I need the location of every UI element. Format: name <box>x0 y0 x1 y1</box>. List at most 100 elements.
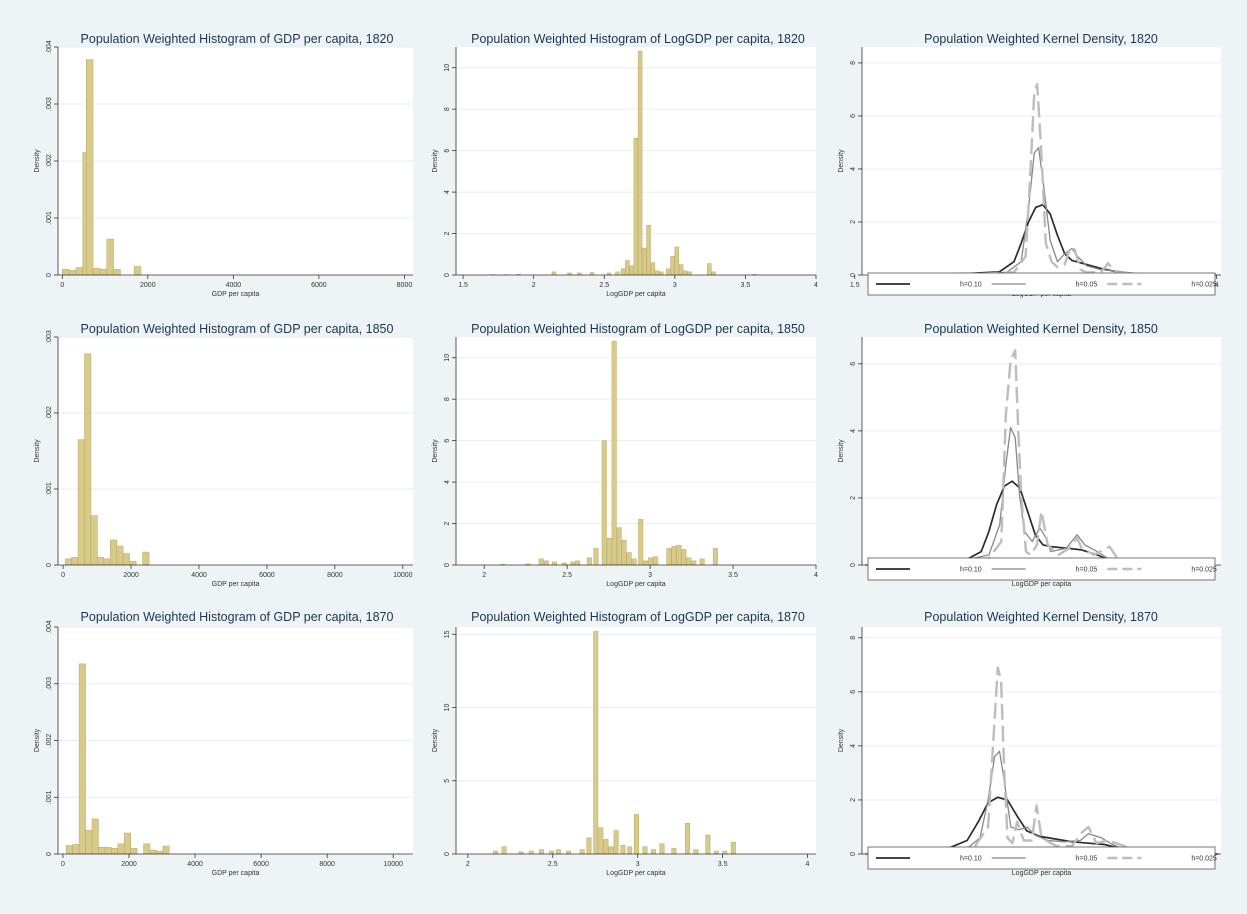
x-tick-label: 1.5 <box>458 282 468 289</box>
histogram-bar <box>493 851 497 854</box>
histogram-bar <box>117 546 123 565</box>
y-tick-label: .001 <box>46 211 53 225</box>
y-tick-label: 6 <box>850 114 857 118</box>
x-tick-label: 4000 <box>187 861 203 868</box>
histogram-bar <box>587 838 591 854</box>
histogram-bar <box>632 559 636 565</box>
legend-label: h=0.05 <box>1076 856 1098 863</box>
histogram-bar <box>575 561 579 565</box>
y-tick-label: 0 <box>46 852 53 856</box>
histogram-bar <box>712 272 716 275</box>
legend-label: h=0.025 <box>1191 567 1217 574</box>
histogram-bar <box>634 138 638 275</box>
chart-title: Population Weighted Histogram of LogGDP … <box>471 610 805 624</box>
legend-label: h=0.025 <box>1191 282 1217 289</box>
histogram-bar <box>84 354 90 565</box>
histogram-bar <box>683 271 687 275</box>
histogram-bar <box>713 548 717 565</box>
y-tick-label: 2 <box>444 231 451 235</box>
histogram-bar <box>111 848 117 854</box>
histogram-bar <box>131 848 137 854</box>
plot-area <box>862 627 1221 854</box>
y-axis-label: Density <box>432 728 439 752</box>
histogram-bar <box>594 548 598 565</box>
histogram-bar <box>638 51 642 275</box>
histogram-bar <box>587 558 591 565</box>
histogram-bar <box>651 850 655 854</box>
x-tick-label: 10000 <box>393 572 413 579</box>
y-tick-label: 4 <box>850 167 857 171</box>
y-tick-label: 15 <box>444 630 451 638</box>
x-tick-label: 8000 <box>327 572 343 579</box>
y-tick-label: 8 <box>444 107 451 111</box>
histogram-bar <box>604 839 608 854</box>
histogram-bar <box>91 516 97 565</box>
y-tick-label: 8 <box>850 636 857 640</box>
histogram-bar <box>86 830 92 854</box>
x-tick-label: 8000 <box>397 282 413 289</box>
histogram-bar <box>622 540 626 565</box>
histogram-bar <box>65 559 71 565</box>
y-tick-label: .001 <box>46 482 53 496</box>
histogram-bar <box>163 846 169 854</box>
chart-panel: Population Weighted Histogram of GDP per… <box>34 610 413 877</box>
chart-title: Population Weighted Histogram of GDP per… <box>81 322 394 336</box>
histogram-bar <box>599 828 603 854</box>
histogram-bar <box>723 851 727 854</box>
histogram-bar <box>93 268 100 275</box>
y-tick-label: 0 <box>46 563 53 567</box>
histogram-bar <box>79 664 85 854</box>
chart-panel: Population Weighted Kernel Density, 1870… <box>838 610 1221 877</box>
histogram-bar <box>78 440 84 565</box>
x-tick-label: 3 <box>648 572 652 579</box>
histogram-bar <box>130 561 136 565</box>
histogram-bar <box>692 561 696 565</box>
histogram-bar <box>672 546 676 565</box>
y-axis-label: Density <box>34 728 41 752</box>
histogram-bar <box>616 272 620 275</box>
y-tick-label: 4 <box>444 480 451 484</box>
histogram-bar <box>700 559 704 565</box>
histogram-bar <box>655 271 659 275</box>
histogram-bar <box>653 557 657 565</box>
y-tick-label: 4 <box>850 429 857 433</box>
chart-panel: Population Weighted Histogram of LogGDP … <box>432 322 818 588</box>
histogram-bar <box>714 851 718 854</box>
y-tick-label: 6 <box>444 439 451 443</box>
x-tick-label: 6000 <box>311 282 327 289</box>
histogram-bar <box>630 266 634 275</box>
plot-area <box>58 337 413 565</box>
y-tick-label: 5 <box>444 779 451 783</box>
histogram-bar <box>628 847 632 854</box>
x-axis-label: LogGDP per capita <box>1012 870 1072 877</box>
y-tick-label: .002 <box>46 734 53 748</box>
y-tick-label: .004 <box>46 620 53 634</box>
y-tick-label: 2 <box>850 496 857 500</box>
histogram-bar <box>566 851 570 854</box>
x-tick-label: 2000 <box>123 572 139 579</box>
y-tick-label: .004 <box>46 40 53 54</box>
chart-title: Population Weighted Kernel Density, 1820 <box>924 32 1158 46</box>
y-axis-label: Density <box>432 439 439 463</box>
chart-title: Population Weighted Kernel Density, 1870 <box>924 610 1158 624</box>
chart-panel: Population Weighted Kernel Density, 1820… <box>838 32 1221 298</box>
histogram-bar <box>667 548 671 565</box>
legend-label: h=0.05 <box>1076 567 1098 574</box>
histogram-bar <box>643 847 647 854</box>
x-tick-label: 4000 <box>226 282 242 289</box>
y-axis-label: Density <box>432 149 439 173</box>
y-tick-label: 2 <box>444 521 451 525</box>
legend-box <box>868 847 1215 869</box>
x-tick-label: 10000 <box>383 861 403 868</box>
histogram-bar <box>638 519 642 565</box>
histogram-bar <box>556 850 560 854</box>
histogram-bar <box>666 269 670 275</box>
histogram-bar <box>687 558 691 565</box>
histogram-bar <box>647 225 651 275</box>
histogram-bar <box>651 263 655 275</box>
histogram-bar <box>539 850 543 854</box>
y-tick-label: .003 <box>46 677 53 691</box>
histogram-bar <box>659 272 663 275</box>
x-tick-label: 3.5 <box>718 861 728 868</box>
